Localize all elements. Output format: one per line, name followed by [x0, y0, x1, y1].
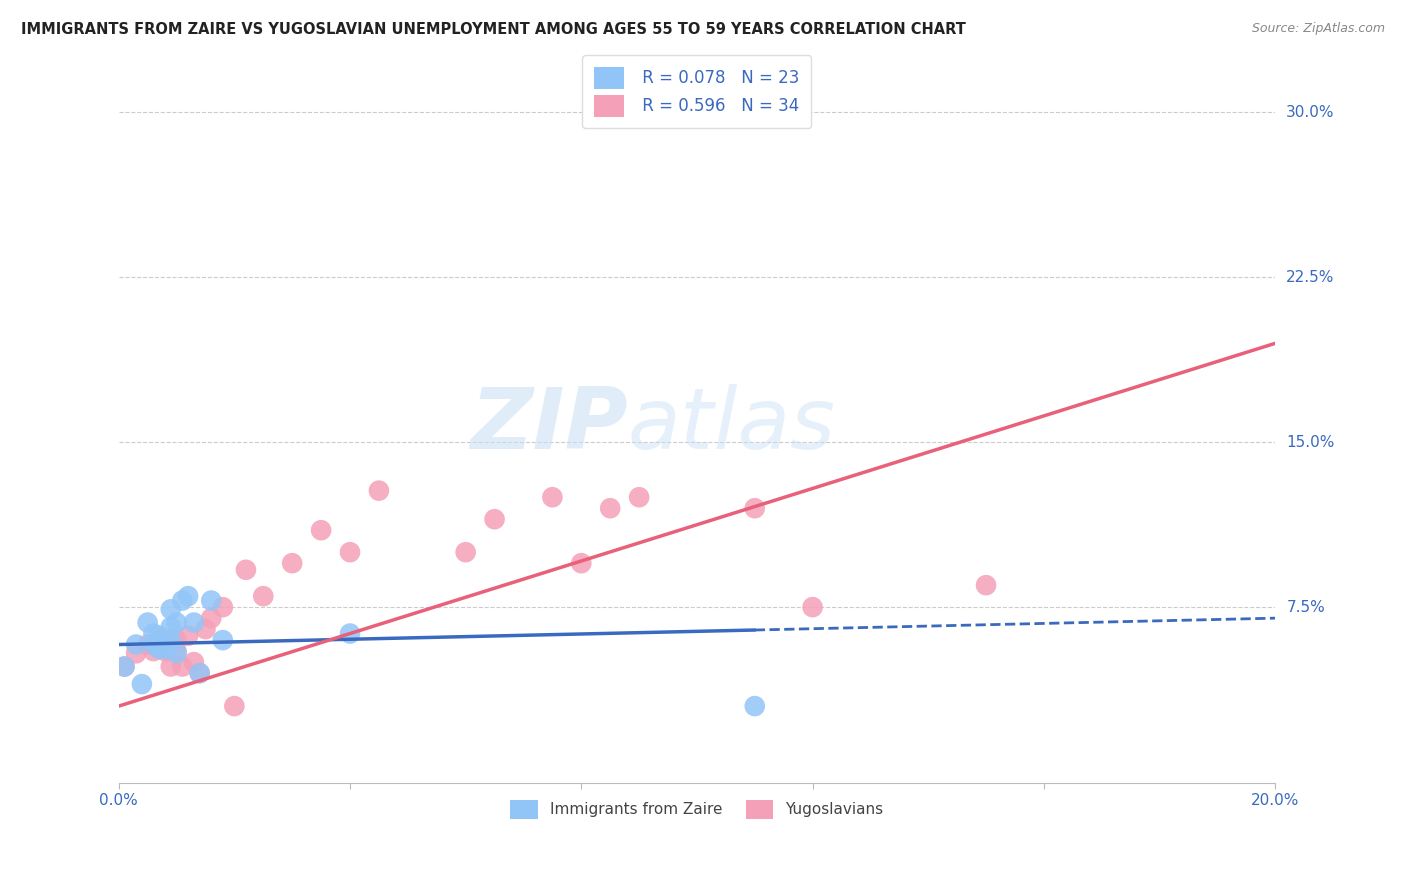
Text: ZIP: ZIP: [470, 384, 627, 467]
Point: [136, 638, 159, 652]
Text: IMMIGRANTS FROM ZAIRE VS YUGOSLAVIAN UNEMPLOYMENT AMONG AGES 55 TO 59 YEARS CORR: IMMIGRANTS FROM ZAIRE VS YUGOSLAVIAN UNE…: [21, 22, 966, 37]
Point: [131, 677, 153, 691]
Point: [159, 620, 181, 634]
Point: [183, 655, 205, 669]
Text: atlas: atlas: [627, 384, 835, 467]
Point: [541, 490, 564, 504]
Point: [142, 644, 165, 658]
Point: [172, 659, 194, 673]
Point: [159, 659, 181, 673]
Text: 22.5%: 22.5%: [1286, 270, 1334, 285]
Text: Source: ZipAtlas.com: Source: ZipAtlas.com: [1251, 22, 1385, 36]
Point: [183, 615, 205, 630]
Point: [172, 593, 194, 607]
Point: [177, 589, 200, 603]
Point: [188, 666, 211, 681]
Point: [159, 633, 181, 648]
Point: [177, 629, 200, 643]
Point: [339, 626, 361, 640]
Point: [114, 659, 136, 673]
Point: [166, 633, 188, 648]
Point: [159, 602, 181, 616]
Point: [166, 644, 188, 658]
Point: [252, 589, 274, 603]
Point: [114, 659, 136, 673]
Point: [281, 556, 304, 570]
Point: [368, 483, 391, 498]
Point: [200, 593, 222, 607]
Text: 15.0%: 15.0%: [1286, 434, 1334, 450]
Point: [148, 629, 170, 643]
Point: [148, 638, 170, 652]
Point: [744, 501, 766, 516]
Point: [569, 556, 592, 570]
Legend: Immigrants from Zaire, Yugoslavians: Immigrants from Zaire, Yugoslavians: [505, 794, 890, 825]
Point: [148, 642, 170, 657]
Point: [159, 633, 181, 648]
Point: [211, 600, 233, 615]
Text: 7.5%: 7.5%: [1286, 599, 1324, 615]
Point: [744, 699, 766, 714]
Point: [194, 622, 217, 636]
Point: [153, 642, 176, 657]
Text: 30.0%: 30.0%: [1286, 105, 1334, 120]
Point: [801, 600, 824, 615]
Point: [339, 545, 361, 559]
Point: [142, 638, 165, 652]
Point: [148, 633, 170, 648]
Point: [153, 633, 176, 648]
Point: [166, 615, 188, 630]
Point: [628, 490, 651, 504]
Point: [125, 646, 148, 660]
Point: [200, 611, 222, 625]
Point: [136, 615, 159, 630]
Point: [166, 646, 188, 660]
Point: [484, 512, 506, 526]
Point: [599, 501, 621, 516]
Point: [309, 523, 332, 537]
Point: [224, 699, 246, 714]
Point: [211, 633, 233, 648]
Point: [153, 644, 176, 658]
Point: [235, 563, 257, 577]
Point: [125, 638, 148, 652]
Point: [142, 626, 165, 640]
Point: [188, 666, 211, 681]
Point: [974, 578, 997, 592]
Point: [454, 545, 477, 559]
